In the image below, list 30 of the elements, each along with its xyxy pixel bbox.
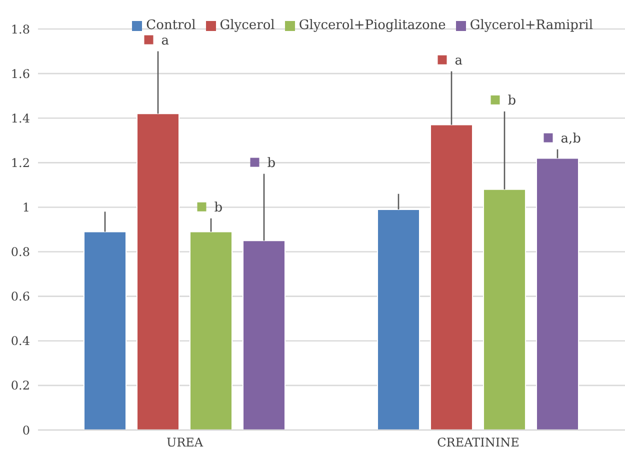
x-tick-label: UREA xyxy=(166,436,204,450)
annotation: b xyxy=(214,200,223,216)
annotation: a xyxy=(454,53,463,68)
legend-label: Glycerol+Pioglitazone xyxy=(298,18,446,33)
legend-label: Glycerol+Ramipril xyxy=(470,18,593,33)
bar xyxy=(430,124,473,430)
annotation: a,b xyxy=(560,131,581,146)
bar xyxy=(242,240,286,430)
bar xyxy=(136,113,180,430)
y-tick-label: 0 xyxy=(22,423,30,438)
bar xyxy=(84,231,126,430)
bar xyxy=(483,188,526,430)
y-tick-label: 0.4 xyxy=(10,334,30,348)
bar xyxy=(190,231,232,430)
annotation: a xyxy=(161,33,170,48)
legend-label: Glycerol xyxy=(220,18,275,33)
bar xyxy=(536,158,579,430)
annotation: b xyxy=(267,156,276,171)
y-tick-label: 1.6 xyxy=(10,66,30,81)
y-tick-label: 0.6 xyxy=(10,290,30,304)
legend-label: Control xyxy=(146,18,196,33)
annotation: b xyxy=(508,93,516,108)
y-tick-label: 1.2 xyxy=(10,156,30,170)
x-tick-label: CREATININE xyxy=(437,436,520,450)
y-tick-label: 0.2 xyxy=(10,378,30,393)
y-tick-label: 1.4 xyxy=(10,111,30,126)
bar xyxy=(377,208,420,430)
y-tick-label: 1 xyxy=(22,200,30,214)
y-tick-label: 1.8 xyxy=(10,22,30,36)
y-tick-label: 0.8 xyxy=(10,245,30,260)
